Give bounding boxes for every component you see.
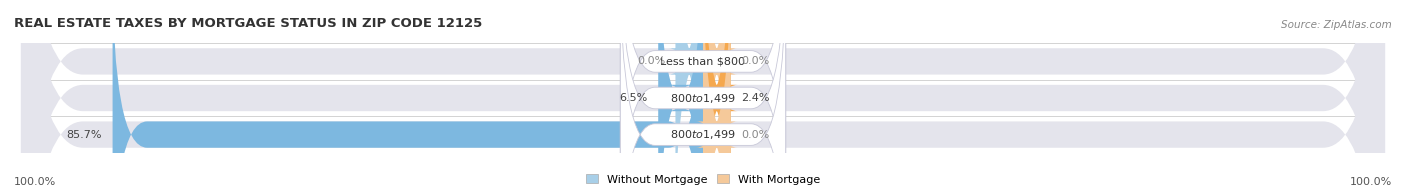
FancyBboxPatch shape [696, 0, 738, 196]
Text: $800 to $1,499: $800 to $1,499 [671, 92, 735, 104]
FancyBboxPatch shape [21, 0, 1385, 196]
FancyBboxPatch shape [21, 0, 1385, 196]
Text: 100.0%: 100.0% [1350, 177, 1392, 187]
Text: Source: ZipAtlas.com: Source: ZipAtlas.com [1281, 20, 1392, 30]
Text: $800 to $1,499: $800 to $1,499 [671, 128, 735, 141]
Text: 100.0%: 100.0% [14, 177, 56, 187]
Text: 6.5%: 6.5% [620, 93, 648, 103]
FancyBboxPatch shape [112, 0, 703, 196]
FancyBboxPatch shape [620, 0, 786, 196]
Legend: Without Mortgage, With Mortgage: Without Mortgage, With Mortgage [582, 170, 824, 189]
FancyBboxPatch shape [658, 0, 703, 196]
FancyBboxPatch shape [696, 0, 738, 196]
Text: REAL ESTATE TAXES BY MORTGAGE STATUS IN ZIP CODE 12125: REAL ESTATE TAXES BY MORTGAGE STATUS IN … [14, 17, 482, 30]
Text: 85.7%: 85.7% [66, 130, 103, 140]
Text: 0.0%: 0.0% [741, 130, 769, 140]
Text: Less than $800: Less than $800 [661, 56, 745, 66]
FancyBboxPatch shape [669, 0, 710, 196]
Text: 0.0%: 0.0% [637, 56, 665, 66]
FancyBboxPatch shape [620, 0, 786, 196]
Text: 2.4%: 2.4% [741, 93, 769, 103]
Text: 0.0%: 0.0% [741, 56, 769, 66]
FancyBboxPatch shape [696, 0, 738, 196]
FancyBboxPatch shape [620, 0, 786, 196]
FancyBboxPatch shape [21, 0, 1385, 196]
